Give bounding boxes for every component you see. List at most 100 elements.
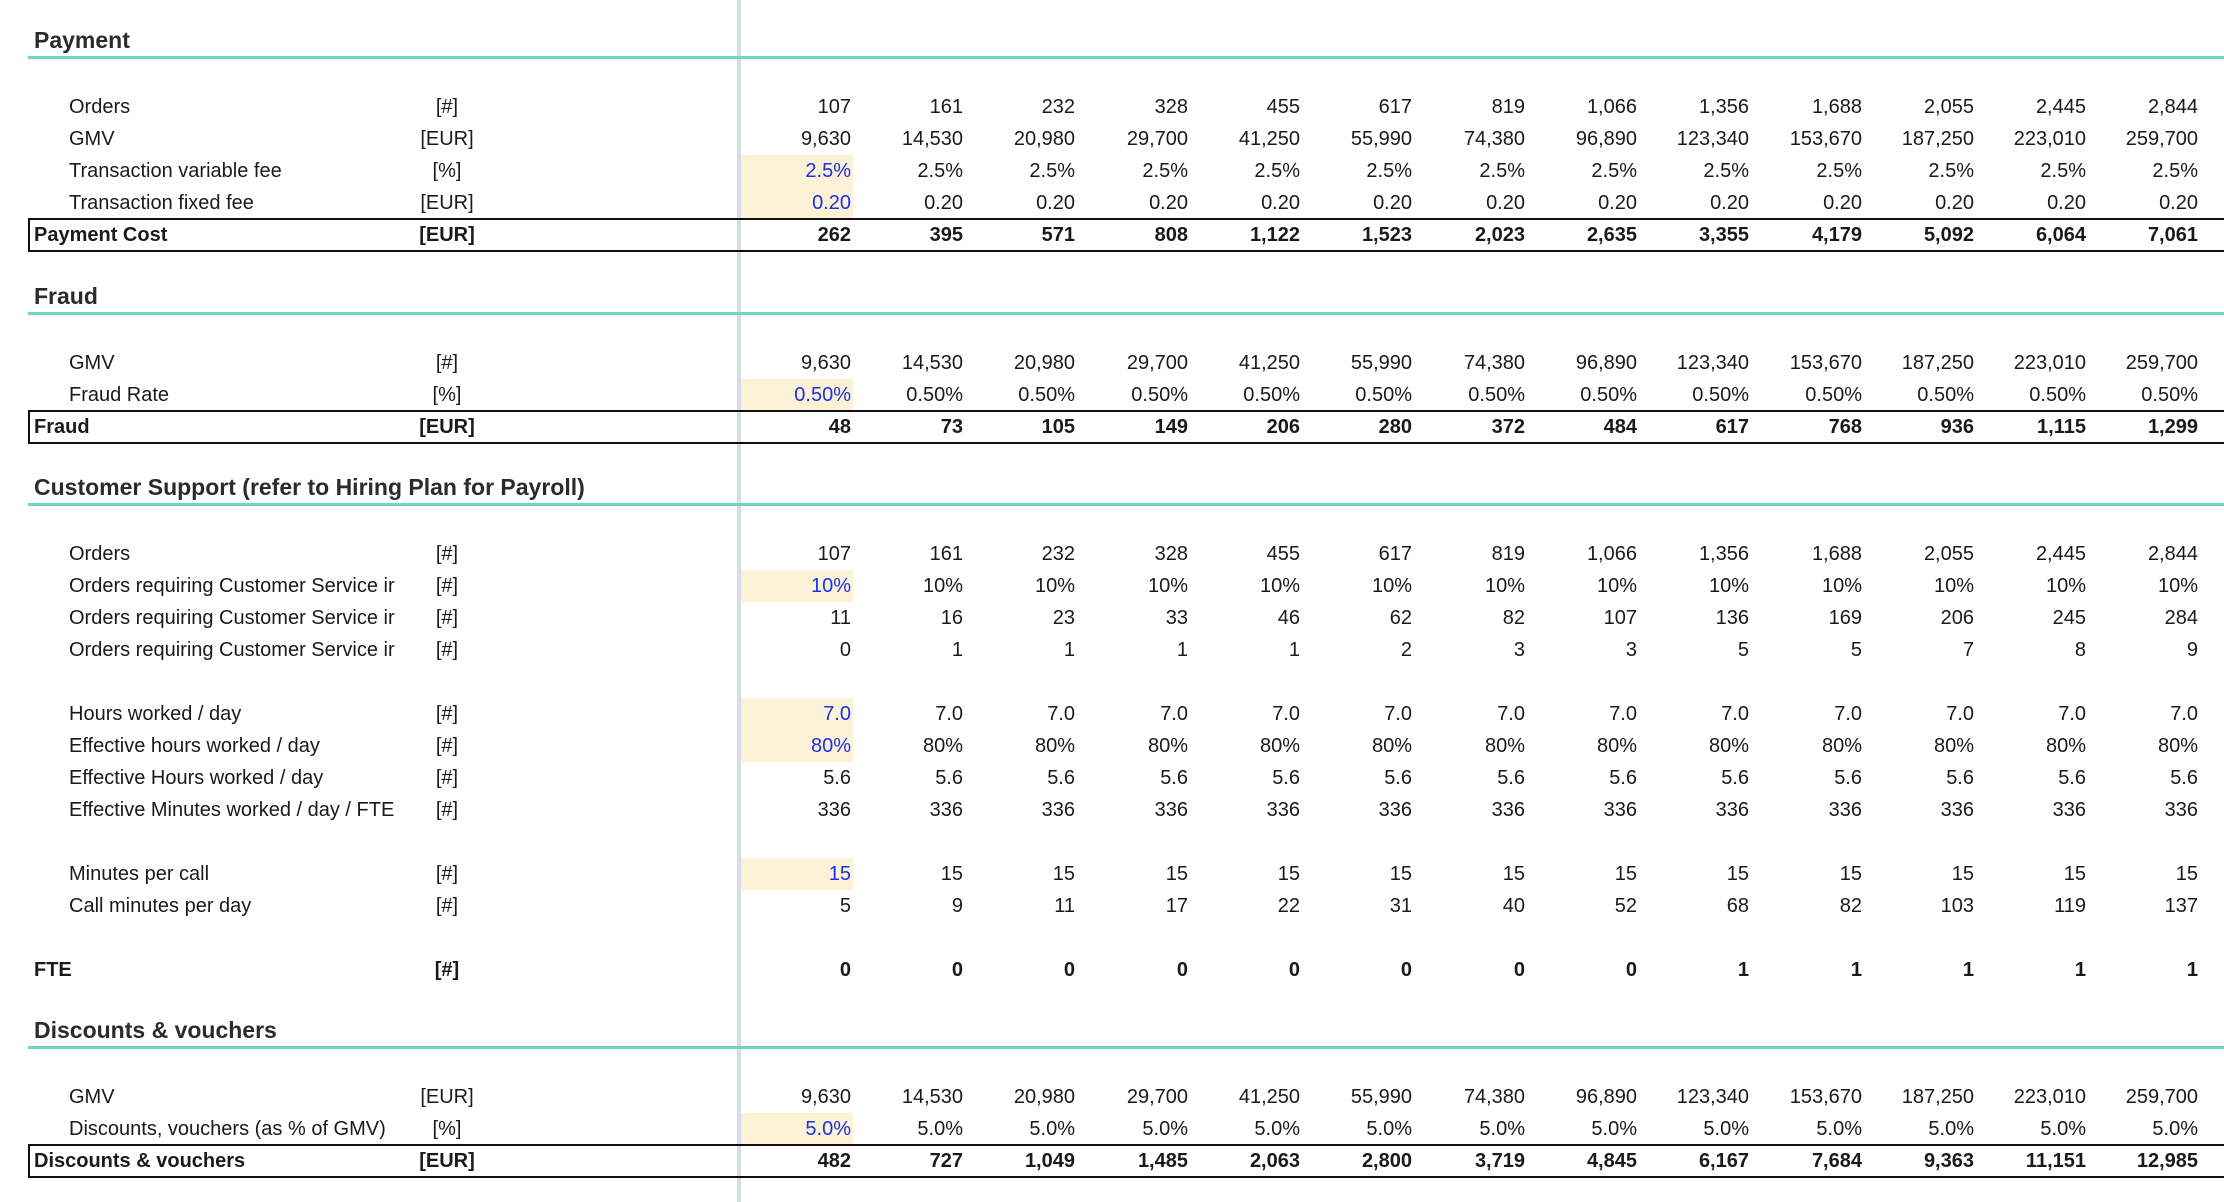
value-cell[interactable]: 22	[1277, 895, 1300, 917]
value-cell[interactable]: 0.20	[1710, 192, 1749, 214]
value-cell[interactable]: 80%	[1933, 735, 1974, 757]
value-cell[interactable]: 136	[1715, 607, 1749, 629]
value-cell[interactable]: 107	[1603, 607, 1637, 629]
value-cell[interactable]: 5.6	[1160, 767, 1188, 789]
value-cell[interactable]: 2,844	[2147, 96, 2198, 118]
value-cell[interactable]: 819	[1491, 543, 1525, 565]
value-cell[interactable]: 455	[1266, 543, 1300, 565]
value-cell[interactable]: 0.20	[1373, 192, 1412, 214]
value-cell[interactable]: 2,023	[1474, 224, 1525, 246]
value-cell[interactable]: 482	[817, 1150, 851, 1172]
value-cell[interactable]: 5	[839, 895, 851, 917]
value-cell[interactable]: 1	[1850, 959, 1862, 981]
value-cell[interactable]: 5.0%	[1142, 1118, 1188, 1140]
value-cell[interactable]: 5.0%	[1366, 1118, 1412, 1140]
value-cell[interactable]: 96,890	[1575, 128, 1637, 150]
value-cell[interactable]: 5.0%	[1479, 1118, 1525, 1140]
value-cell[interactable]: 1,122	[1249, 224, 1300, 246]
value-cell[interactable]: 328	[1154, 543, 1188, 565]
value-cell[interactable]: 571	[1041, 224, 1075, 246]
value-cell[interactable]: 29,700	[1126, 1086, 1188, 1108]
value-cell[interactable]: 2.5%	[1254, 160, 1300, 182]
value-cell[interactable]: 8	[2074, 639, 2086, 661]
value-cell[interactable]: 5.0%	[2040, 1118, 2086, 1140]
value-cell[interactable]: 617	[1378, 96, 1412, 118]
input-cell[interactable]: 0.20	[812, 192, 851, 214]
value-cell[interactable]: 0.50%	[1692, 384, 1749, 406]
value-cell[interactable]: 11,151	[2025, 1150, 2086, 1172]
value-cell[interactable]: 1,485	[1137, 1150, 1188, 1172]
value-cell[interactable]: 80%	[2045, 735, 2086, 757]
value-cell[interactable]: 0.20	[1935, 192, 1974, 214]
value-cell[interactable]: 259,700	[2125, 1086, 2198, 1108]
value-cell[interactable]: 2,055	[1923, 543, 1974, 565]
value-cell[interactable]: 10%	[1034, 575, 1075, 597]
value-cell[interactable]: 103	[1940, 895, 1974, 917]
value-cell[interactable]: 936	[1940, 416, 1974, 438]
value-cell[interactable]: 5.6	[1609, 767, 1637, 789]
value-cell[interactable]: 3	[1625, 639, 1637, 661]
value-cell[interactable]: 9,630	[800, 352, 851, 374]
value-cell[interactable]: 80%	[1371, 735, 1412, 757]
input-cell[interactable]: 10%	[810, 575, 851, 597]
value-cell[interactable]: 2.5%	[1928, 160, 1974, 182]
value-cell[interactable]: 336	[817, 799, 851, 821]
value-cell[interactable]: 2.5%	[2152, 160, 2198, 182]
value-cell[interactable]: 5.0%	[1591, 1118, 1637, 1140]
value-cell[interactable]: 15	[940, 863, 963, 885]
value-cell[interactable]: 33	[1165, 607, 1188, 629]
value-cell[interactable]: 55,990	[1350, 352, 1412, 374]
value-cell[interactable]: 107	[817, 96, 851, 118]
value-cell[interactable]: 7.0	[935, 703, 963, 725]
value-cell[interactable]: 5.0%	[917, 1118, 963, 1140]
value-cell[interactable]: 9,630	[800, 128, 851, 150]
value-cell[interactable]: 1	[2186, 959, 2198, 981]
value-cell[interactable]: 1,356	[1698, 543, 1749, 565]
value-cell[interactable]: 169	[1828, 607, 1862, 629]
value-cell[interactable]: 7,684	[1811, 1150, 1862, 1172]
value-cell[interactable]: 74,380	[1463, 128, 1525, 150]
value-cell[interactable]: 0.50%	[906, 384, 963, 406]
value-cell[interactable]: 153,670	[1789, 352, 1862, 374]
value-cell[interactable]: 7	[1962, 639, 1974, 661]
value-cell[interactable]: 1	[1288, 639, 1300, 661]
value-cell[interactable]: 1	[951, 639, 963, 661]
value-cell[interactable]: 5.0%	[1703, 1118, 1749, 1140]
value-cell[interactable]: 1,066	[1586, 543, 1637, 565]
value-cell[interactable]: 245	[2052, 607, 2086, 629]
value-cell[interactable]: 74,380	[1463, 352, 1525, 374]
value-cell[interactable]: 7.0	[1609, 703, 1637, 725]
input-cell[interactable]: 7.0	[823, 703, 851, 725]
value-cell[interactable]: 0.20	[1261, 192, 1300, 214]
value-cell[interactable]: 55,990	[1350, 1086, 1412, 1108]
value-cell[interactable]: 29,700	[1126, 352, 1188, 374]
value-cell[interactable]: 617	[1378, 543, 1412, 565]
value-cell[interactable]: 7.0	[1497, 703, 1525, 725]
value-cell[interactable]: 31	[1389, 895, 1412, 917]
value-cell[interactable]: 0.20	[1823, 192, 1862, 214]
value-cell[interactable]: 0.50%	[1580, 384, 1637, 406]
value-cell[interactable]: 0.50%	[1917, 384, 1974, 406]
value-cell[interactable]: 15	[1502, 863, 1525, 885]
input-cell[interactable]: 15	[828, 863, 851, 885]
value-cell[interactable]: 1	[1962, 959, 1974, 981]
value-cell[interactable]: 119	[2054, 895, 2086, 917]
value-cell[interactable]: 395	[929, 224, 963, 246]
value-cell[interactable]: 328	[1154, 96, 1188, 118]
value-cell[interactable]: 15	[1052, 863, 1075, 885]
value-cell[interactable]: 5.6	[823, 767, 851, 789]
value-cell[interactable]: 7.0	[1272, 703, 1300, 725]
value-cell[interactable]: 2.5%	[1029, 160, 1075, 182]
value-cell[interactable]: 0.50%	[1805, 384, 1862, 406]
value-cell[interactable]: 7.0	[2058, 703, 2086, 725]
value-cell[interactable]: 0	[1063, 959, 1075, 981]
value-cell[interactable]: 0	[1400, 959, 1412, 981]
value-cell[interactable]: 23	[1052, 607, 1075, 629]
value-cell[interactable]: 15	[1277, 863, 1300, 885]
value-cell[interactable]: 52	[1614, 895, 1637, 917]
value-cell[interactable]: 9	[2186, 639, 2198, 661]
value-cell[interactable]: 187,250	[1901, 128, 1974, 150]
value-cell[interactable]: 768	[1828, 416, 1862, 438]
value-cell[interactable]: 336	[1940, 799, 1974, 821]
value-cell[interactable]: 15	[1726, 863, 1749, 885]
